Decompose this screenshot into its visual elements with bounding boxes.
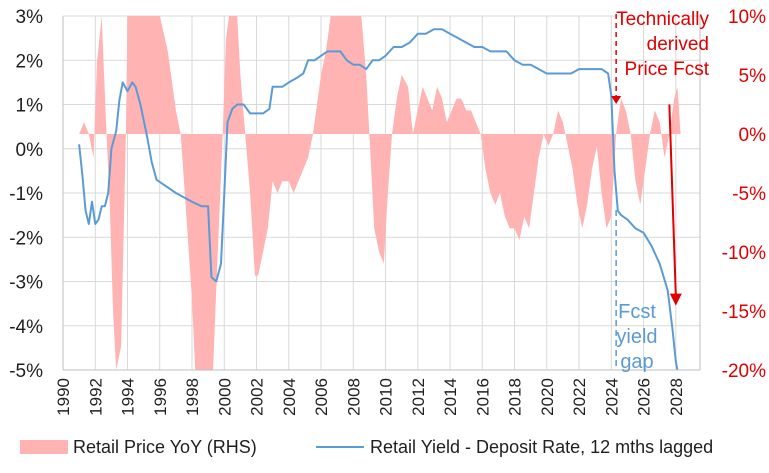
- right-axis-tick-label: -10%: [722, 243, 766, 264]
- right-axis-tick-label: -5%: [732, 184, 766, 205]
- forecast-arrow-shaft: [668, 104, 677, 296]
- x-axis-tick-label: 1994: [119, 378, 138, 416]
- x-axis-tick-label: 2004: [280, 378, 299, 416]
- x-axis-tick-label: 1998: [183, 378, 202, 416]
- forecast-label-line: Technically: [616, 9, 709, 30]
- legend-swatch-retail-price: [20, 440, 68, 454]
- x-axis-tick-label: 1990: [54, 378, 73, 416]
- left-axis-tick-label: 3%: [16, 7, 44, 28]
- left-axis-tick-label: 0%: [16, 140, 44, 161]
- retail-yield-line-series: [78, 28, 679, 371]
- left-axis-tick-label: -3%: [9, 273, 43, 294]
- left-axis-tick-label: -5%: [9, 361, 43, 382]
- forecast-label-line: Price Fcst: [625, 59, 710, 80]
- right-axis-tick-label: -15%: [722, 302, 766, 323]
- left-axis-tick-label: 1%: [16, 96, 44, 117]
- x-axis-tick-label: 2024: [602, 378, 621, 416]
- left-axis-tick-labels: 3% 2% 1% 0% -1% -2% -3% -4% -5%: [9, 7, 43, 382]
- left-axis-tick-label: -2%: [9, 228, 43, 249]
- x-axis-tick-label: 1996: [151, 378, 170, 416]
- retail-price-area: [79, 16, 681, 370]
- right-axis-tick-label: -20%: [722, 361, 766, 382]
- legend-label-retail-yield: Retail Yield - Deposit Rate, 12 mths lag…: [370, 437, 713, 457]
- forecast-divider-arrowhead: [611, 96, 622, 104]
- x-axis-tick-label: 2006: [312, 378, 331, 416]
- x-axis-tick-label: 2008: [344, 378, 363, 416]
- retail-yield-line: [78, 28, 679, 371]
- axes: [62, 16, 701, 371]
- legend-label-retail-price: Retail Price YoY (RHS): [73, 437, 257, 457]
- x-axis-tick-label: 2010: [377, 378, 396, 416]
- x-axis-tick-label: 1992: [86, 378, 105, 416]
- yield-gap-label-line: Fcst: [618, 301, 656, 323]
- left-axis-tick-label: -1%: [9, 184, 43, 205]
- forecast-arrow-head: [669, 293, 682, 306]
- x-axis-tick-label: 2000: [215, 378, 234, 416]
- x-axis-tick-label: 2018: [506, 378, 525, 416]
- left-axis-tick-label: -4%: [9, 317, 43, 338]
- retail-price-area-series: [79, 16, 681, 370]
- left-axis-tick-label: 2%: [16, 51, 44, 72]
- legend: Retail Price YoY (RHS) Retail Yield - De…: [20, 437, 713, 457]
- x-axis-tick-label: 2016: [473, 378, 492, 416]
- right-axis-tick-labels: 10% 5% 0% -5% -10% -15% -20%: [722, 7, 766, 382]
- x-axis-tick-label: 2022: [570, 378, 589, 416]
- yield-gap-label-line: yield: [616, 326, 657, 348]
- forecast-label-line: derived: [647, 34, 709, 55]
- annotations: Technically derived Price Fcst Fcst yield gap: [611, 9, 710, 373]
- x-axis-tick-label: 2012: [409, 378, 428, 416]
- yield-gap-label-line: gap: [620, 351, 653, 373]
- x-axis-tick-label: 2020: [538, 378, 557, 416]
- x-axis-tick-label: 2028: [667, 378, 686, 416]
- x-axis-tick-label: 2002: [248, 378, 267, 416]
- x-axis-tick-label: 2026: [635, 378, 654, 416]
- right-axis-tick-label: 0%: [739, 125, 767, 146]
- right-axis-tick-label: 10%: [728, 7, 766, 28]
- x-axis-tick-labels: 1990 1992 1994 1996 1998 2000 2002 2004 2006 2008…: [54, 378, 686, 416]
- right-axis-tick-label: 5%: [739, 66, 767, 87]
- x-axis-tick-label: 2014: [441, 378, 460, 416]
